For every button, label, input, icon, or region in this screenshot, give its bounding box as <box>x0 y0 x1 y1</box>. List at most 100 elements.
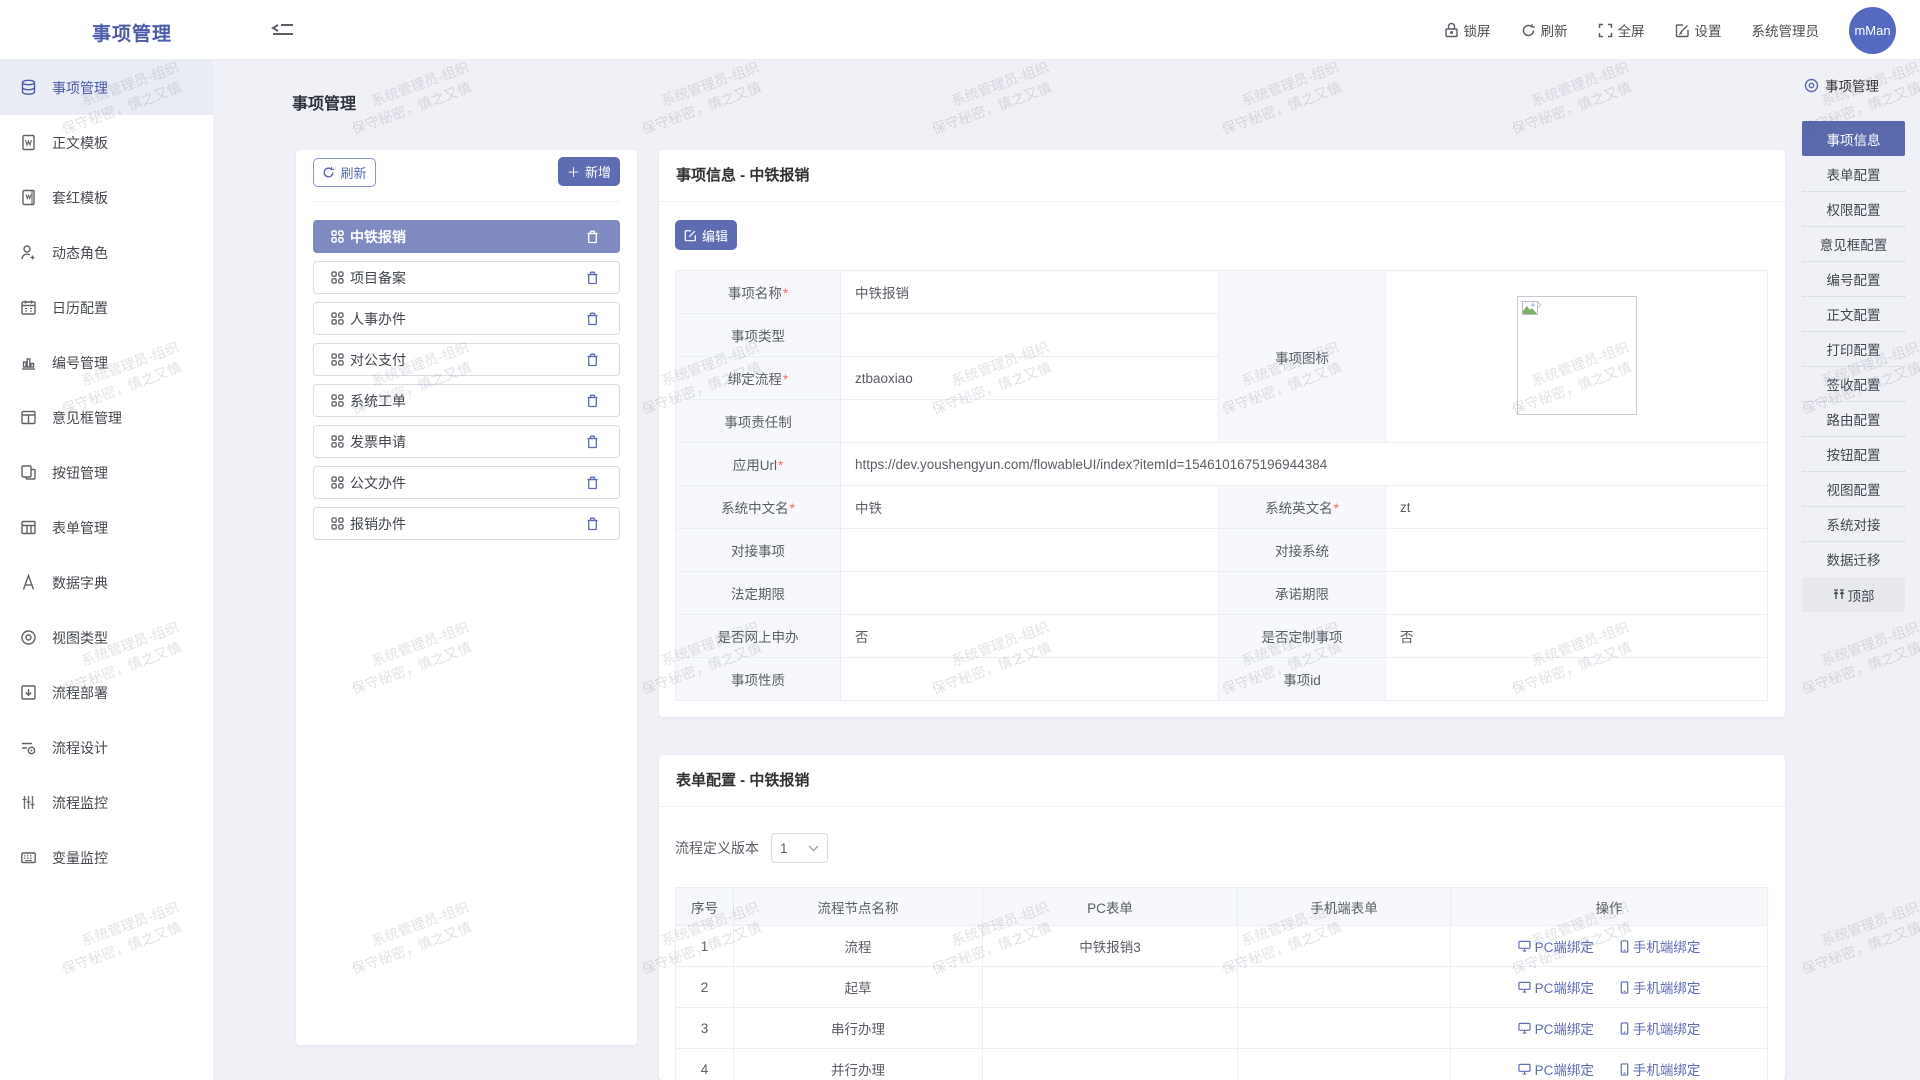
sidebar-item-button-management[interactable]: 按钮管理 <box>0 445 213 500</box>
sidebar-item-red-template[interactable]: 套红模板 <box>0 170 213 225</box>
pc-bind-link[interactable]: PC端绑定 <box>1517 1059 1594 1079</box>
item-info-card: 事项信息 - 中铁报销 编辑 事项名称 中铁报销 事项图标 <box>659 150 1785 717</box>
grid-icon <box>331 435 344 448</box>
sidebar-item-variable-monitor[interactable]: 变量监控 <box>0 830 213 885</box>
monitor-icon <box>1517 1022 1531 1034</box>
list-item[interactable]: 报销办件 <box>313 507 620 540</box>
anchor-item-view-config[interactable]: 视图配置 <box>1802 471 1905 506</box>
anchor-item-body-config[interactable]: 正文配置 <box>1802 296 1905 331</box>
list-item-label: 公文办件 <box>350 474 406 491</box>
sidebar-item-flow-design[interactable]: 流程设计 <box>0 720 213 775</box>
pc-bind-link[interactable]: PC端绑定 <box>1517 1018 1594 1038</box>
list-item[interactable]: 对公支付 <box>313 343 620 376</box>
edit-button[interactable]: 编辑 <box>675 220 737 250</box>
anchor-title: 事项管理 <box>1825 79 1879 94</box>
anchor-item-item-info[interactable]: 事项信息 <box>1802 121 1905 156</box>
anchor-item-sign-config[interactable]: 签收配置 <box>1802 366 1905 401</box>
anchor-pin-icon <box>1804 78 1819 93</box>
cell-mobile-form <box>1237 966 1451 1008</box>
mobile-bind-link[interactable]: 手机端绑定 <box>1620 936 1700 956</box>
sidebar-item-label: 正文模板 <box>52 134 108 151</box>
cell-pc-form <box>982 1007 1238 1049</box>
user-avatar[interactable]: mMan <box>1849 6 1896 54</box>
version-select[interactable]: 1 <box>771 833 828 863</box>
list-item[interactable]: 项目备案 <box>313 261 620 294</box>
monitor-icon <box>1517 1063 1531 1075</box>
anchor-item-route-config[interactable]: 路由配置 <box>1802 401 1905 436</box>
grid-icon <box>331 394 344 407</box>
table-row: 1 流程 中铁报销3 PC端绑定 手机端绑定 <box>675 925 1768 967</box>
back-to-top-button[interactable]: 顶部 <box>1802 577 1905 612</box>
anchor-item-print-config[interactable]: 打印配置 <box>1802 331 1905 366</box>
sidebar-item-numbering[interactable]: 编号管理 <box>0 335 213 390</box>
anchor-item-opinion-config[interactable]: 意见框配置 <box>1802 226 1905 261</box>
grid-icon <box>331 230 344 243</box>
edit-icon <box>684 229 697 242</box>
sidebar-item-data-dictionary[interactable]: 数据字典 <box>0 555 213 610</box>
dictionary-icon <box>20 573 38 592</box>
field-label: 事项责任制 <box>724 415 792 430</box>
plus-icon: ＋ <box>566 165 580 180</box>
flow-node-table: 序号 流程节点名称 PC表单 手机端表单 操作 1 流程 中铁报销3 PC端绑定… <box>675 887 1768 1080</box>
sidebar-item-body-template[interactable]: 正文模板 <box>0 115 213 170</box>
field-value <box>840 399 1219 443</box>
table-row: 3 串行办理 PC端绑定 手机端绑定 <box>675 1007 1768 1049</box>
sidebar-item-opinion-box[interactable]: 意见框管理 <box>0 390 213 445</box>
database-icon <box>20 79 38 97</box>
sidebar-item-dynamic-role[interactable]: 动态角色 <box>0 225 213 280</box>
anchor-item-data-migration[interactable]: 数据迁移 <box>1802 541 1905 576</box>
field-value <box>1385 657 1768 701</box>
sidebar-item-flow-monitor[interactable]: 流程监控 <box>0 775 213 830</box>
pc-bind-link[interactable]: PC端绑定 <box>1517 977 1594 997</box>
sidebar-item-view-type[interactable]: 视图类型 <box>0 610 213 665</box>
field-value: 中铁 <box>840 485 1219 529</box>
sidebar-collapse-icon[interactable] <box>270 20 300 42</box>
refresh-list-button[interactable]: 刷新 <box>313 158 376 187</box>
anchor-item-permission-config[interactable]: 权限配置 <box>1802 191 1905 226</box>
list-item[interactable]: 中铁报销 <box>313 220 620 253</box>
mobile-bind-link[interactable]: 手机端绑定 <box>1620 1059 1700 1079</box>
delete-icon[interactable] <box>586 394 599 408</box>
sidebar-item-label: 视图类型 <box>52 629 108 646</box>
sidebar-item-flow-deploy[interactable]: 流程部署 <box>0 665 213 720</box>
add-item-button[interactable]: ＋ 新增 <box>558 157 620 186</box>
mobile-bind-link[interactable]: 手机端绑定 <box>1620 1018 1700 1038</box>
sidebar-item-label: 表单管理 <box>52 519 108 536</box>
anchor-item-number-config[interactable]: 编号配置 <box>1802 261 1905 296</box>
list-item[interactable]: 人事办件 <box>313 302 620 335</box>
grid-icon <box>331 271 344 284</box>
flow-design-icon <box>20 739 38 757</box>
cell-node: 并行办理 <box>733 1048 983 1080</box>
field-value: zt <box>1385 485 1768 529</box>
delete-icon[interactable] <box>586 353 599 367</box>
settings-button[interactable]: 设置 <box>1675 20 1722 40</box>
sidebar-item-item-management[interactable]: 事项管理 <box>0 60 213 115</box>
mobile-bind-link[interactable]: 手机端绑定 <box>1620 977 1700 997</box>
delete-icon[interactable] <box>586 312 599 326</box>
anchor-item-system-connect[interactable]: 系统对接 <box>1802 506 1905 541</box>
delete-icon[interactable] <box>586 230 599 244</box>
fullscreen-button[interactable]: 全屏 <box>1598 20 1645 40</box>
pc-bind-link[interactable]: PC端绑定 <box>1517 936 1594 956</box>
anchor-item-button-config[interactable]: 按钮配置 <box>1802 436 1905 471</box>
delete-icon[interactable] <box>586 517 599 531</box>
calendar-icon <box>20 299 38 317</box>
delete-icon[interactable] <box>586 435 599 449</box>
item-list-panel: 刷新 ＋ 新增 中铁报销 项目备案 人事办件 对公支付 系 <box>296 150 637 1045</box>
sidebar-item-calendar-config[interactable]: 日历配置 <box>0 280 213 335</box>
sidebar-item-label: 日历配置 <box>52 299 108 316</box>
list-item[interactable]: 系统工单 <box>313 384 620 417</box>
field-label: 对接系统 <box>1275 544 1329 559</box>
sidebar-item-form-management[interactable]: 表单管理 <box>0 500 213 555</box>
list-item[interactable]: 公文办件 <box>313 466 620 499</box>
delete-icon[interactable] <box>586 476 599 490</box>
list-item[interactable]: 发票申请 <box>313 425 620 458</box>
lock-screen-button[interactable]: 锁屏 <box>1444 20 1491 40</box>
refresh-page-button[interactable]: 刷新 <box>1521 20 1568 40</box>
anchor-item-form-config[interactable]: 表单配置 <box>1826 167 1881 183</box>
sidebar-item-label: 意见框管理 <box>52 409 122 426</box>
field-value <box>840 313 1219 357</box>
delete-icon[interactable] <box>586 271 599 285</box>
column-header: 手机端表单 <box>1237 887 1451 926</box>
column-header: 操作 <box>1450 887 1768 926</box>
